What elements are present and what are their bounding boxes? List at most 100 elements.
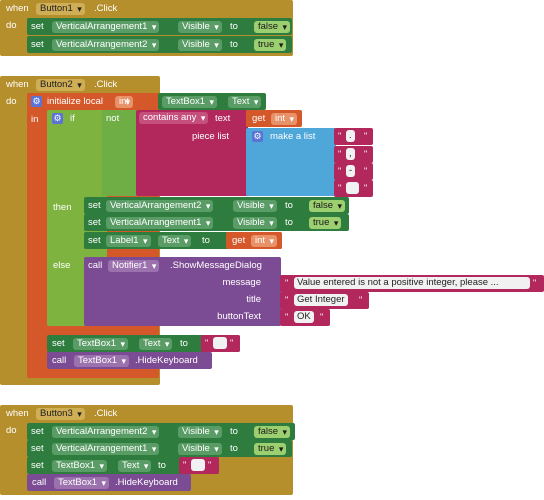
to-label: to xyxy=(230,21,238,32)
title-text-block[interactable]: " Get Integer " xyxy=(280,292,369,309)
button3-dropdown[interactable]: Button3 xyxy=(36,408,85,420)
text-literal[interactable] xyxy=(213,337,227,349)
set-block-va2-visible[interactable]: set VerticalArrangement2 Visible to fals… xyxy=(84,197,349,214)
local-var-name[interactable]: int xyxy=(115,96,134,108)
empty-text-block[interactable]: " " xyxy=(179,457,219,474)
get-label: get xyxy=(232,235,246,246)
text-literal[interactable]: OK xyxy=(294,311,314,323)
set-block-va2-visible[interactable]: set VerticalArrangement2 Visible to true xyxy=(27,36,292,53)
call-label: call xyxy=(32,477,47,488)
text-literal[interactable] xyxy=(346,182,359,194)
event-name-label: .Click xyxy=(94,3,118,14)
open-quote: " xyxy=(285,312,289,322)
then-label: then xyxy=(53,202,72,213)
variable-dropdown[interactable]: int xyxy=(251,235,278,247)
property-dropdown[interactable]: Text xyxy=(158,235,192,247)
text-literal[interactable]: Value entered is not a positive integer,… xyxy=(294,277,530,289)
text-literal[interactable]: - xyxy=(346,165,356,177)
text-literal[interactable]: . xyxy=(346,130,355,142)
gear-icon[interactable]: ⚙ xyxy=(52,113,63,124)
component-dropdown[interactable]: TextBox1 xyxy=(162,96,218,108)
component-dropdown[interactable]: VerticalArrangement1 xyxy=(106,217,214,229)
set-label: set xyxy=(88,235,101,246)
initialize-local-label: initialize local xyxy=(47,96,103,107)
property-dropdown[interactable]: Visible xyxy=(178,443,222,455)
property-dropdown[interactable]: Visible xyxy=(178,21,222,33)
open-quote: " xyxy=(338,183,342,193)
textbox-text-getter[interactable]: TextBox1 Text xyxy=(158,93,266,110)
property-dropdown[interactable]: Text xyxy=(118,460,152,472)
call-notifier-showmessagedialog[interactable]: call Notifier1 .ShowMessageDialog messag… xyxy=(84,257,281,326)
buttontext-text-block[interactable]: " OK " xyxy=(280,309,330,326)
property-dropdown[interactable]: Text xyxy=(228,96,262,108)
call-textbox1-hidekeyboard[interactable]: call TextBox1 .HideKeyboard xyxy=(27,474,191,491)
component-dropdown[interactable]: Label1 xyxy=(106,235,151,247)
close-quote: " xyxy=(364,131,368,141)
component-dropdown[interactable]: TextBox1 xyxy=(74,355,130,367)
set-block-va1-visible[interactable]: set VerticalArrangement1 Visible to true xyxy=(84,214,349,231)
property-dropdown[interactable]: Text xyxy=(139,338,173,350)
list-item-text-1[interactable]: " . " xyxy=(334,128,373,145)
text-literal[interactable] xyxy=(191,459,205,471)
to-label: to xyxy=(285,217,293,228)
text-literal[interactable]: , xyxy=(346,148,355,160)
list-item-text-2[interactable]: " , " xyxy=(334,146,373,163)
property-dropdown[interactable]: Visible xyxy=(178,39,222,51)
else-label: else xyxy=(53,260,71,271)
method-label: .ShowMessageDialog xyxy=(170,260,262,271)
to-label: to xyxy=(230,443,238,454)
close-quote: " xyxy=(533,278,537,288)
variable-dropdown[interactable]: int xyxy=(271,113,298,125)
component-dropdown[interactable]: Notifier1 xyxy=(108,260,160,272)
component-dropdown[interactable]: TextBox1 xyxy=(52,460,108,472)
property-dropdown[interactable]: Visible xyxy=(233,217,277,229)
to-label: to xyxy=(285,200,293,211)
set-label: set xyxy=(31,426,44,437)
set-block-va2-visible[interactable]: set VerticalArrangement2 Visible to fals… xyxy=(27,423,295,440)
gear-icon[interactable]: ⚙ xyxy=(252,131,263,142)
boolean-dropdown[interactable]: true xyxy=(254,39,287,51)
list-item-text-3[interactable]: " - " xyxy=(334,163,373,180)
open-quote: " xyxy=(285,295,289,305)
not-block[interactable]: not xyxy=(102,110,138,196)
gear-icon[interactable]: ⚙ xyxy=(31,96,42,107)
empty-text-block[interactable]: " " xyxy=(201,335,240,352)
component-dropdown[interactable]: VerticalArrangement2 xyxy=(52,426,160,438)
set-block-textbox1-text[interactable]: set TextBox1 Text to xyxy=(27,457,219,474)
set-label: set xyxy=(88,217,101,228)
message-text-block[interactable]: " Value entered is not a positive intege… xyxy=(280,275,544,292)
boolean-dropdown[interactable]: true xyxy=(309,217,342,229)
list-item-text-4[interactable]: " " xyxy=(334,180,373,197)
get-int-block[interactable]: get int xyxy=(226,232,282,249)
boolean-dropdown[interactable]: false xyxy=(309,200,346,212)
open-quote: " xyxy=(338,131,342,141)
text-literal[interactable]: Get Integer xyxy=(294,294,348,306)
set-block-textbox1-text[interactable]: set TextBox1 Text to xyxy=(47,335,240,352)
component-dropdown[interactable]: VerticalArrangement1 xyxy=(52,443,160,455)
text-param-label: text xyxy=(215,113,231,124)
get-int-block[interactable]: get int xyxy=(246,110,302,127)
if-label: if xyxy=(70,113,75,124)
do-label: do xyxy=(6,425,17,436)
button1-dropdown[interactable]: Button1 xyxy=(36,3,85,15)
title-param-label: title xyxy=(246,294,261,305)
contains-any-block[interactable]: contains any text piece list xyxy=(136,110,248,196)
open-quote: " xyxy=(285,278,289,288)
button2-dropdown[interactable]: Button2 xyxy=(36,79,85,91)
component-dropdown[interactable]: VerticalArrangement2 xyxy=(52,39,160,51)
property-dropdown[interactable]: Visible xyxy=(233,200,277,212)
boolean-dropdown[interactable]: false xyxy=(254,426,291,438)
component-dropdown[interactable]: TextBox1 xyxy=(54,477,110,489)
boolean-dropdown[interactable]: false xyxy=(254,21,291,33)
property-dropdown[interactable]: Visible xyxy=(178,426,222,438)
set-label: set xyxy=(88,200,101,211)
boolean-dropdown[interactable]: true xyxy=(254,443,287,455)
component-dropdown[interactable]: VerticalArrangement1 xyxy=(52,21,160,33)
set-block-va1-visible[interactable]: set VerticalArrangement1 Visible to fals… xyxy=(27,18,292,35)
make-a-list-block[interactable]: ⚙ make a list xyxy=(246,128,336,196)
contains-mode-dropdown[interactable]: contains any xyxy=(139,112,209,124)
component-dropdown[interactable]: VerticalArrangement2 xyxy=(106,200,214,212)
component-dropdown[interactable]: TextBox1 xyxy=(73,338,129,350)
call-textbox1-hidekeyboard[interactable]: call TextBox1 .HideKeyboard xyxy=(47,352,212,369)
set-block-va1-visible[interactable]: set VerticalArrangement1 Visible to true xyxy=(27,440,292,457)
